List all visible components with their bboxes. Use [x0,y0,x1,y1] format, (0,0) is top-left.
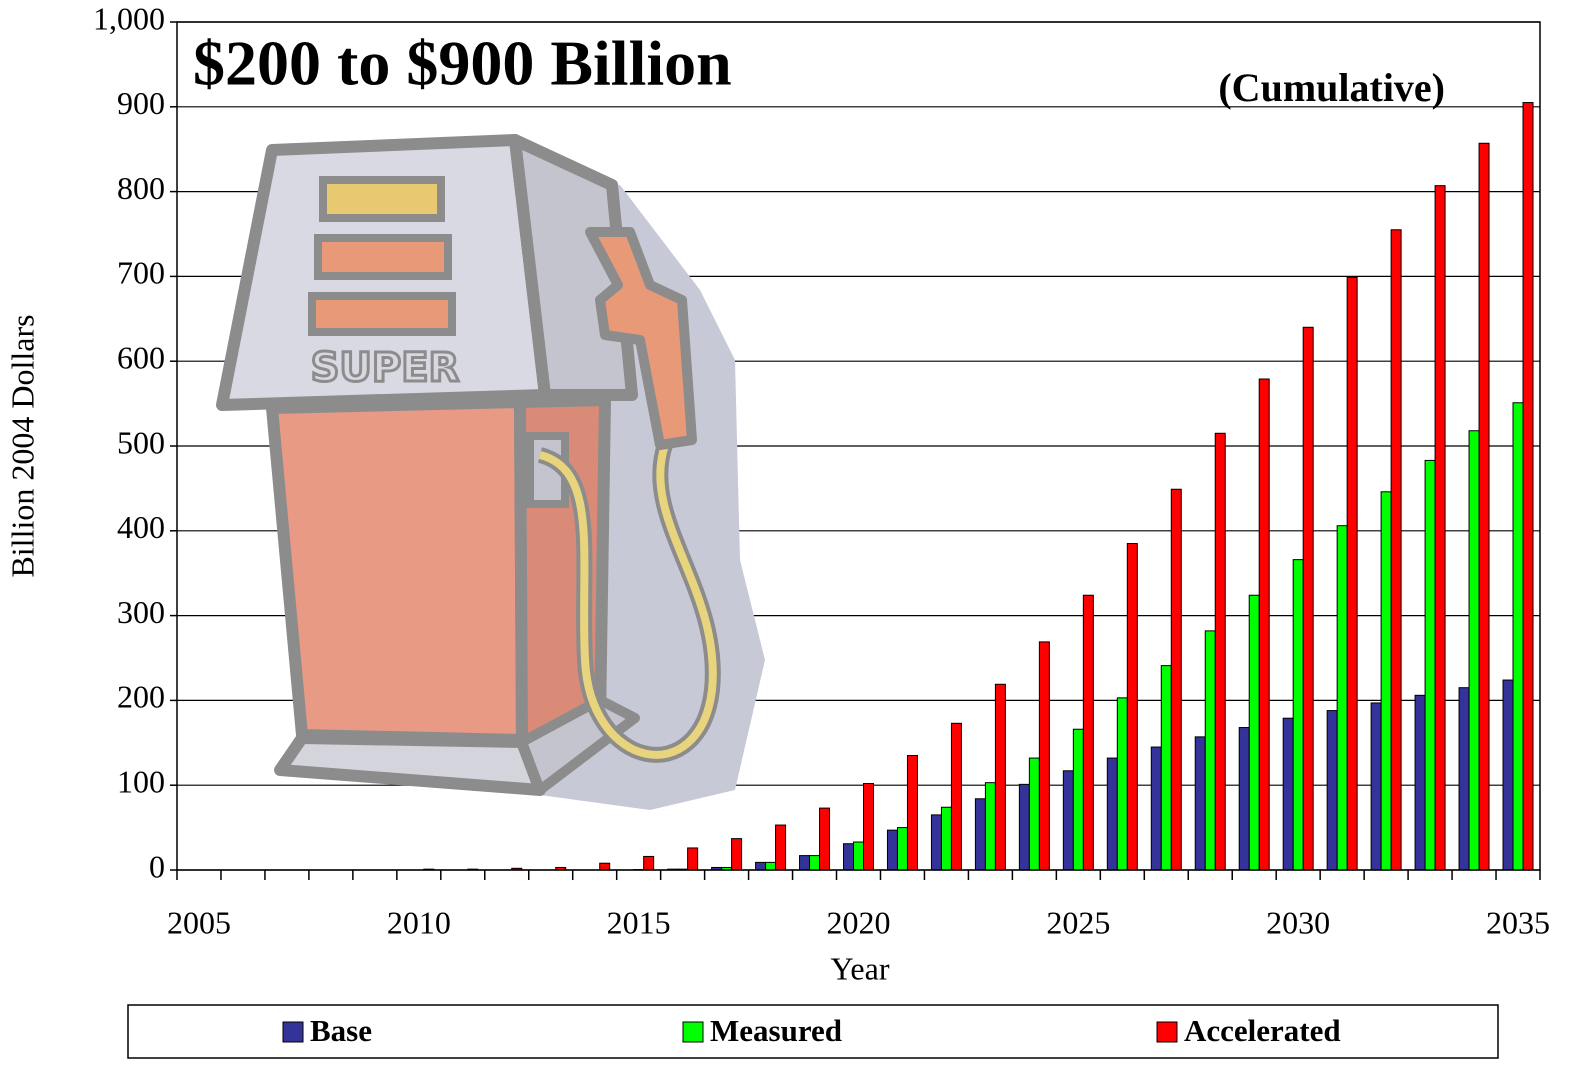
bar-layer [423,102,1534,871]
bar [886,829,898,871]
legend-label: Accelerated [1184,1013,1341,1048]
gas-pump-illustration: SUPER [216,134,765,810]
bar [731,838,743,871]
bar [896,827,908,871]
bar [1326,710,1338,871]
pump-label: SUPER [311,345,460,391]
y-axis-label: Billion 2004 Dollars [4,314,40,577]
x-tick-label: 2015 [607,904,671,940]
x-tick-label: 2025 [1046,904,1110,940]
legend: Base Measured Accelerated [282,1013,1341,1048]
legend-swatch [1156,1021,1178,1043]
bar [775,824,787,871]
bar [984,782,996,871]
bar [853,841,864,871]
bar [863,783,874,871]
bar [1018,783,1030,871]
bar [950,722,962,871]
bar [1522,102,1534,871]
y-tick-label: 200 [117,679,165,715]
y-tick-label: 800 [117,170,165,206]
legend-box [127,1004,1499,1059]
bar [1082,594,1094,871]
bar [1346,276,1358,871]
bar [1424,459,1436,871]
y-tick-label: 600 [117,340,165,376]
bar [765,861,777,871]
y-tick-label: 100 [117,764,165,800]
bar [1062,770,1074,871]
bar [1292,559,1304,871]
legend-label: Measured [710,1013,842,1048]
x-tick-label: 2035 [1486,904,1550,940]
bar [940,806,952,871]
bar [799,855,811,871]
bar [687,847,699,871]
bar [1214,432,1226,871]
y-tick-label: 900 [117,85,165,121]
bar [819,807,831,871]
bar [1038,641,1050,871]
y-tick-label: 300 [117,594,165,630]
bar [843,843,854,871]
bar [1478,142,1490,871]
bar [755,861,767,871]
legend-label: Base [310,1013,372,1048]
y-tick-label: 400 [117,509,165,545]
bar [599,862,611,871]
bar [643,855,655,871]
bar [1302,326,1314,871]
bar [1194,736,1206,871]
bar [974,798,986,871]
x-tick-label: 2010 [387,904,451,940]
plot-frame [176,21,1541,871]
legend-swatch [682,1021,704,1043]
bar [1126,543,1138,871]
y-tick-label: 1,000 [93,0,165,36]
x-tick-label: 2005 [167,904,231,940]
y-tick-label: 0 [149,848,165,884]
bar [906,755,918,871]
bar [1390,229,1402,871]
bar [1282,717,1294,871]
bar [1160,665,1172,871]
bar [1512,402,1524,871]
bar [1204,630,1216,871]
chart-title: $200 to $900 Billion [193,28,732,99]
bar [1150,746,1162,871]
bar [1028,757,1040,871]
legend-swatch [282,1021,304,1043]
bar [1170,488,1182,871]
y-tick-label: 700 [117,255,165,291]
bar [1468,430,1480,871]
bar [1106,757,1118,871]
bar [1380,491,1392,871]
bar [1116,697,1128,871]
chart-subtitle: (Cumulative) [1218,65,1445,110]
bar [1258,378,1270,871]
x-tick-label: 2030 [1266,904,1330,940]
y-tick-label: 500 [117,424,165,460]
bar [809,855,821,871]
bar [1238,727,1250,871]
bar [1458,687,1470,871]
bar [994,683,1006,871]
bar [1502,679,1514,871]
bar [930,814,942,871]
x-axis-label: Year [831,950,890,986]
bar [1434,185,1446,871]
bar [1072,728,1084,871]
bar [1370,702,1382,871]
bar [1414,694,1426,871]
bar [1248,594,1260,871]
bar [1336,525,1348,871]
x-tick-label: 2020 [827,904,891,940]
